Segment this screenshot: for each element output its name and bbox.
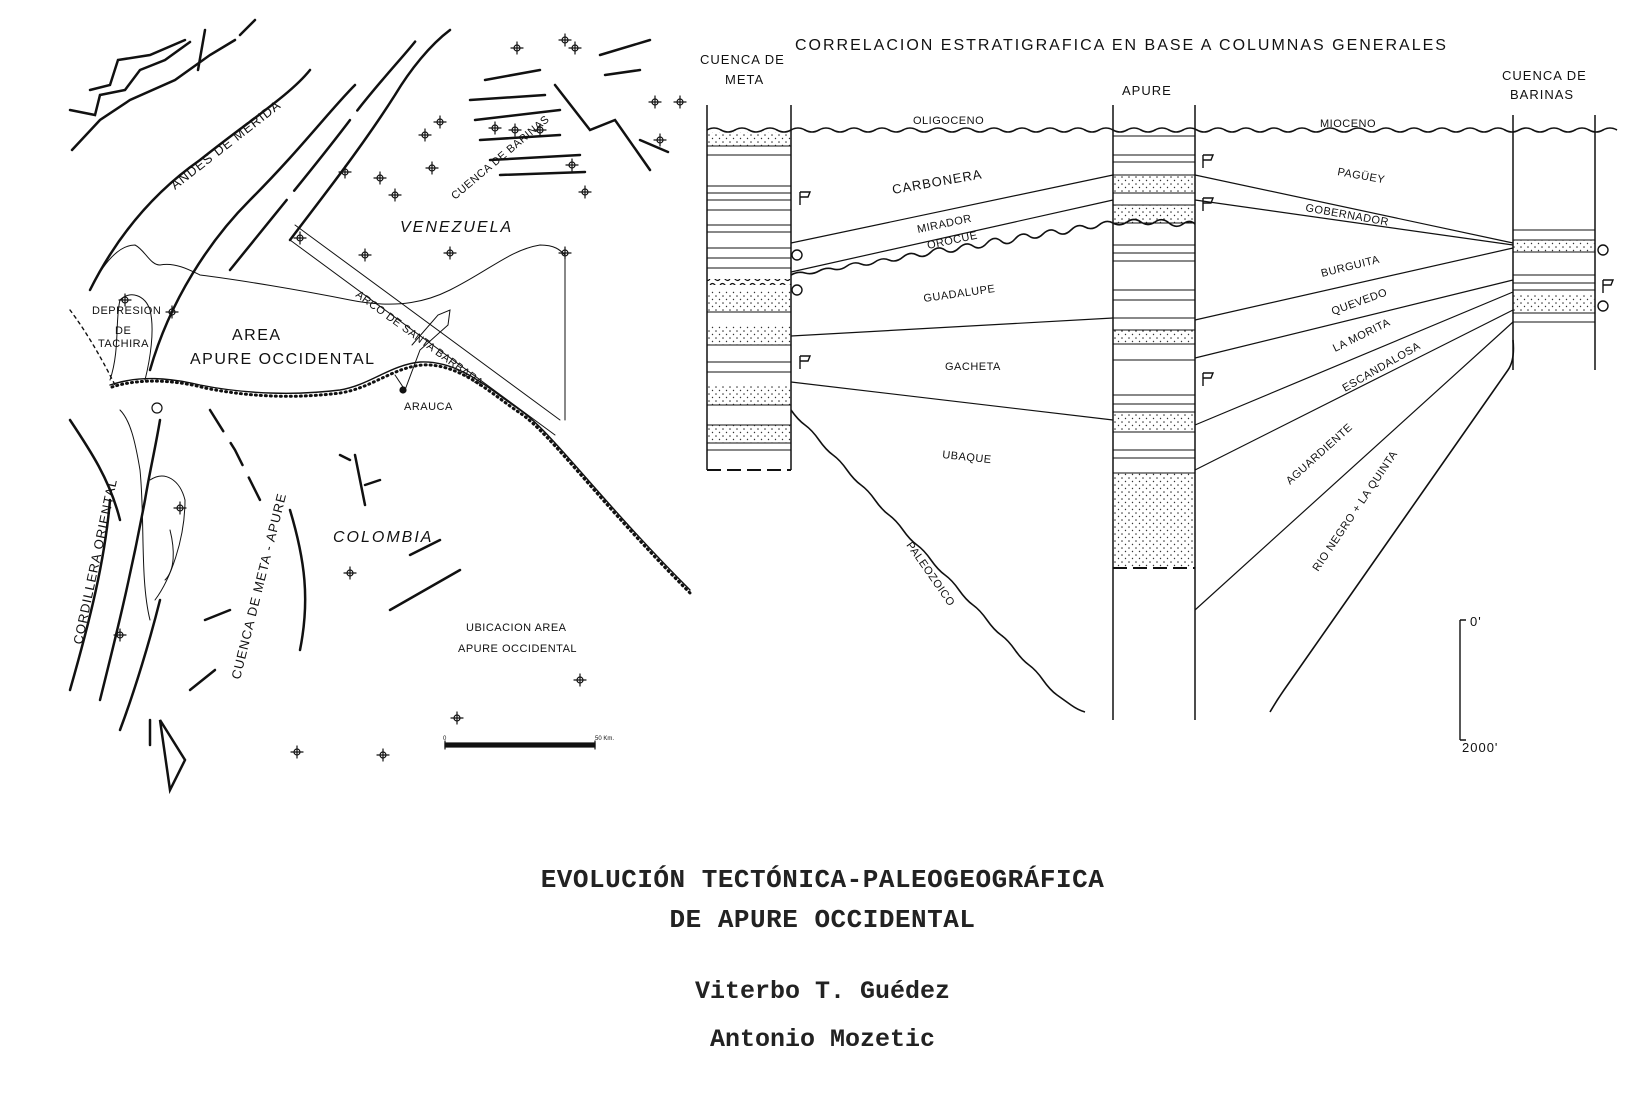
unit-mioceno: MIOCENO <box>1320 118 1376 130</box>
correlation-title: CORRELACION ESTRATIGRAFICA EN BASE A COL… <box>795 37 1448 54</box>
unconformities <box>706 127 1618 713</box>
figure-svg: ANDES DE MERIDA VENEZUELA COLOMBIA CUENC… <box>68 18 1618 795</box>
caption-title-line2: DE APURE OCCIDENTAL <box>669 905 976 935</box>
label-meta-apure: CUENCA DE META - APURE <box>228 491 289 680</box>
column-markers <box>791 154 1615 386</box>
border-line <box>69 309 692 595</box>
column-meta-2: META <box>725 72 764 87</box>
unit-escandalosa: ESCANDALOSA <box>1341 340 1423 394</box>
label-ubicacion-1: UBICACION AREA <box>466 622 567 634</box>
column-apure-body <box>1112 105 1196 720</box>
label-area-2: APURE OCCIDENTAL <box>190 351 376 368</box>
fault-lines <box>68 18 670 795</box>
unit-aguardiente: AGUARDIENTE <box>1284 421 1355 487</box>
well-symbols <box>113 33 687 762</box>
unit-rio-negro: RIO NEGRO + LA QUINTA <box>1311 449 1401 574</box>
depth-top: 0' <box>1470 614 1482 629</box>
outline-lines <box>89 224 566 621</box>
figure-panel: ANDES DE MERIDA VENEZUELA COLOMBIA CUENC… <box>68 18 1618 795</box>
label-depresion-3: TACHIRA <box>98 338 149 350</box>
column-meta <box>706 105 792 471</box>
column-barinas-2: BARINAS <box>1510 87 1574 102</box>
author-1: Viterbo T. Guédez <box>694 977 951 1006</box>
column-barinas <box>1512 115 1596 370</box>
unit-orocue: OROCUE <box>926 230 979 252</box>
correlation-diagram: CORRELACION ESTRATIGRAFICA EN BASE A COL… <box>700 37 1618 755</box>
authors: Viterbo T. Guédez Antonio Mozetic <box>0 968 1645 1064</box>
location-map <box>68 18 692 795</box>
caption-title-line1: EVOLUCIÓN TECTÓNICA-PALEOGEOGRÁFICA <box>540 865 1105 895</box>
label-depresion-2: DE <box>115 325 131 337</box>
correlation-lines <box>790 174 1514 611</box>
unit-paguey: PAGÜEY <box>1336 166 1386 186</box>
unit-paleozoico: PALEOZOICO <box>904 540 957 609</box>
unit-gacheta: GACHETA <box>945 361 1001 373</box>
unit-carbonera: CARBONERA <box>891 166 984 197</box>
label-venezuela: VENEZUELA <box>400 219 513 236</box>
column-meta-1: CUENCA DE <box>700 52 785 67</box>
label-area-1: AREA <box>232 327 282 344</box>
depth-scale <box>1459 619 1466 741</box>
label-arauca: ARAUCA <box>404 401 453 413</box>
unit-ubaque: UBAQUE <box>942 449 992 466</box>
depth-bottom: 2000' <box>1462 740 1498 755</box>
label-ubicacion-2: APURE OCCIDENTAL <box>458 643 577 655</box>
column-apure: APURE <box>1122 83 1172 98</box>
unit-gobernador: GOBERNADOR <box>1304 202 1389 228</box>
label-scale-start: 0 <box>443 736 447 742</box>
unit-guadalupe: GUADALUPE <box>923 283 996 305</box>
label-andes: ANDES DE MERIDA <box>168 97 284 192</box>
label-depresion-1: DEPRESION <box>92 305 161 317</box>
label-cordillera: CORDILLERA ORIENTAL <box>70 477 120 645</box>
unit-burguita: BURGUITA <box>1320 254 1381 280</box>
scale-bar <box>444 740 596 750</box>
label-arco: ARCO DE SANTA BARBARA <box>353 289 485 390</box>
unit-oligoceno: OLIGOCENO <box>913 115 984 127</box>
label-colombia: COLOMBIA <box>333 529 433 546</box>
column-barinas-1: CUENCA DE <box>1502 68 1587 83</box>
label-scale-end: 50 Km. <box>595 736 614 742</box>
author-2: Antonio Mozetic <box>709 1025 936 1054</box>
caption: EVOLUCIÓN TECTÓNICA-PALEOGEOGRÁFICA DE A… <box>0 860 1645 1064</box>
